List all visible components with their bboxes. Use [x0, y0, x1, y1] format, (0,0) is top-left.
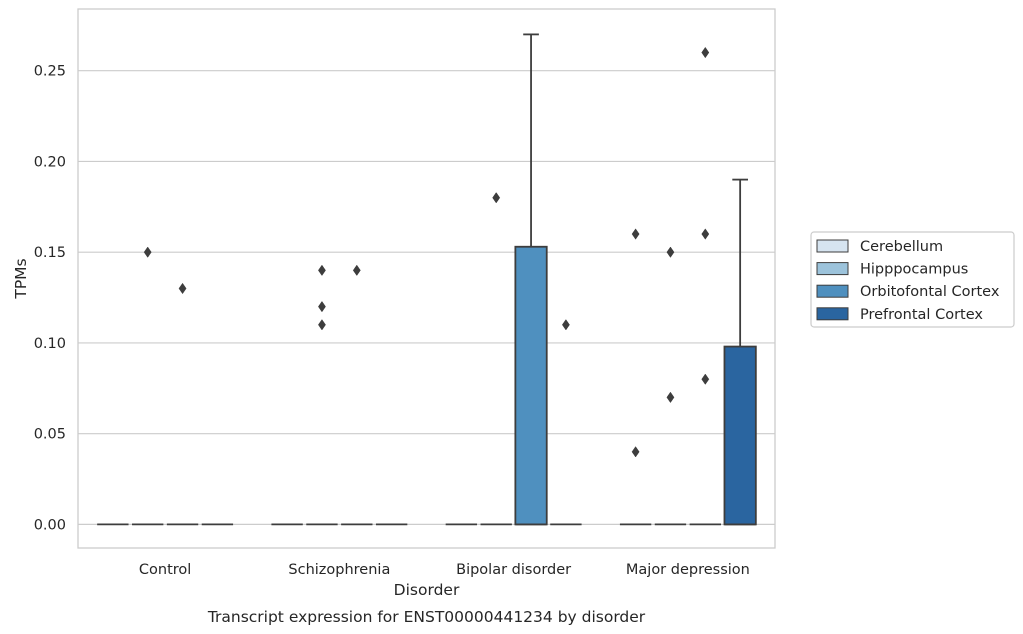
outlier-point — [666, 246, 675, 258]
y-tick-label: 0.25 — [34, 64, 66, 80]
outlier-point — [318, 264, 326, 276]
box-orbitofontal-cortex — [341, 264, 373, 526]
box-prefrontal-cortex — [723, 178, 757, 526]
box-prefrontal-cortex — [550, 319, 582, 526]
y-tick-label: 0.10 — [34, 336, 66, 352]
x-axis-ticks: Control Schizophrenia Bipolar disorder Majo… — [139, 562, 750, 578]
outlier-point — [701, 46, 710, 59]
y-tick-label: 0.05 — [34, 427, 66, 443]
outlier-point — [561, 319, 570, 331]
box-orbitofontal-cortex — [689, 46, 721, 526]
box-orbitofontal-cortex — [166, 282, 199, 526]
outlier-point — [352, 264, 361, 276]
box-hipppocampus — [132, 246, 164, 526]
outlier-point — [701, 228, 710, 240]
legend-label: Hipppocampus — [860, 262, 968, 278]
legend-swatch — [816, 307, 849, 321]
box-body — [723, 345, 757, 526]
plot-frame — [77, 8, 776, 549]
outlier-point — [666, 391, 675, 404]
y-axis-ticks: 0.00 0.05 0.10 0.15 0.20 0.25 — [34, 64, 66, 534]
x-axis-label: Disorder — [394, 581, 460, 599]
outlier-point — [631, 228, 640, 240]
outlier-point — [701, 373, 710, 385]
outlier-point — [318, 319, 326, 331]
outlier-point — [318, 300, 326, 313]
y-tick-label: 0.15 — [34, 245, 66, 261]
x-tick-label: Control — [139, 562, 191, 578]
legend-swatch — [816, 284, 849, 298]
legend-swatch — [816, 262, 849, 276]
legend-label: Orbitofontal Cortex — [860, 284, 1000, 300]
box-body — [514, 245, 548, 526]
outlier-point — [178, 282, 187, 295]
x-tick-label: Bipolar disorder — [456, 562, 571, 578]
y-axis-label: TPMs — [12, 258, 30, 299]
grid — [78, 70, 775, 526]
box-hipppocampus — [306, 264, 338, 526]
box-orbitofontal-cortex — [514, 33, 548, 526]
y-tick-label: 0.00 — [34, 517, 66, 533]
outlier-point — [492, 192, 501, 204]
legend-label: Prefrontal Cortex — [860, 307, 983, 323]
legend: Cerebellum Hipppocampus Orbitofontal Corte… — [810, 231, 1015, 328]
legend-swatch — [816, 239, 849, 253]
legend-frame — [810, 231, 1015, 328]
box-hipppocampus — [654, 246, 687, 526]
outlier-point — [143, 246, 152, 258]
box-cerebellum — [619, 228, 652, 526]
box-hipppocampus — [480, 192, 512, 526]
x-tick-label: Schizophrenia — [288, 562, 390, 578]
x-tick-label: Major depression — [626, 562, 750, 578]
chart-caption: Transcript expression for ENST0000044123… — [207, 608, 646, 626]
box-layer — [97, 33, 757, 526]
y-tick-label: 0.20 — [34, 154, 66, 170]
outlier-point — [631, 446, 640, 458]
legend-label: Cerebellum — [860, 239, 943, 255]
